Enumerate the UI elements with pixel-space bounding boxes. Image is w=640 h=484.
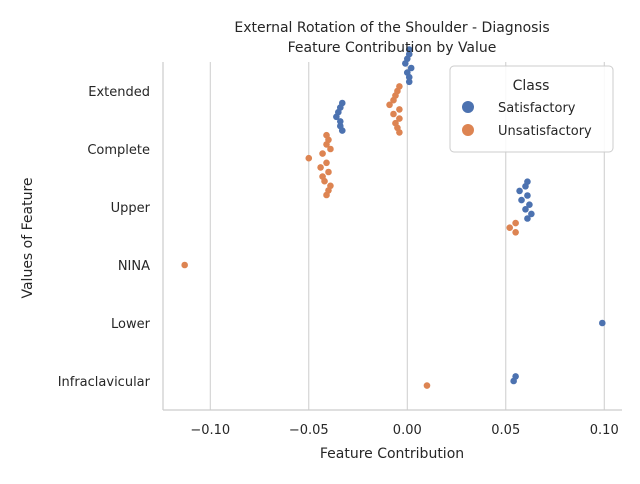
data-point-satisfactory-extended (405, 78, 413, 86)
data-point-satisfactory-upper (522, 183, 529, 190)
axes-frame (162, 62, 622, 411)
data-point-unsatisfactory-extended (386, 101, 393, 109)
legend-box (449, 65, 614, 153)
data-point-satisfactory-complete (338, 127, 346, 134)
y-tick-label-infraclavicular: Infraclavicular (58, 375, 151, 390)
data-point-satisfactory-extended (407, 64, 415, 72)
x-tick-label: −0.10 (190, 423, 230, 438)
legend-label-unsatisfactory: Unsatisfactory (498, 124, 592, 139)
data-point-satisfactory-upper (522, 206, 529, 213)
y-tick-labels: Extended Complete Upper NINA Lower Infraclavi… (58, 85, 151, 390)
data-point-satisfactory-extended (405, 46, 413, 53)
legend-marker-satisfactory (462, 101, 474, 113)
y-tick-label-lower: Lower (111, 317, 151, 332)
legend-marker-unsatisfactory (462, 124, 474, 136)
legend-label-satisfactory: Satisfactory (498, 101, 576, 116)
x-tick-label: 0.10 (590, 423, 619, 438)
x-tick-labels: −0.10 −0.05 0.00 0.05 0.10 (190, 423, 618, 438)
data-point-unsatisfactory-extended (390, 96, 397, 104)
x-axis-label: Feature Contribution (320, 446, 464, 462)
x-tick-label: −0.05 (289, 423, 329, 438)
data-point-unsatisfactory-complete (323, 159, 330, 167)
data-point-satisfactory-upper (518, 196, 525, 204)
data-point-unsatisfactory-complete (321, 177, 328, 185)
data-point-unsatisfactory-complete (317, 164, 324, 171)
data-point-satisfactory-lower (599, 319, 606, 327)
legend-title: Class (513, 78, 550, 94)
data-point-satisfactory-upper (528, 210, 535, 218)
data-point-satisfactory-extended (405, 73, 413, 81)
chart-title: External Rotation of the Shoulder - Diag… (234, 20, 549, 36)
data-point-satisfactory-upper (516, 187, 523, 195)
data-point-unsatisfactory-extended (396, 129, 403, 136)
data-point-unsatisfactory-complete (323, 191, 330, 199)
y-axis-label: Values of Feature (20, 177, 36, 298)
data-point-unsatisfactory-infraclavicular (423, 382, 431, 389)
data-point-satisfactory-infraclavicular (510, 377, 517, 385)
data-point-unsatisfactory-complete (327, 145, 334, 153)
x-tick-label: 0.05 (491, 423, 520, 438)
data-point-satisfactory-extended (402, 60, 409, 67)
data-point-unsatisfactory-complete (325, 168, 332, 176)
data-point-satisfactory-complete (333, 113, 340, 121)
data-point-unsatisfactory-extended (396, 106, 403, 113)
data-point-satisfactory-upper (526, 201, 533, 208)
data-point-unsatisfactory-upper (512, 219, 519, 227)
legend: Class Satisfactory Unsatisfactory (449, 65, 614, 153)
data-point-satisfactory-upper (524, 192, 531, 199)
chart-subtitle: Feature Contribution by Value (288, 40, 497, 56)
data-point-satisfactory-upper (524, 215, 531, 222)
data-point-satisfactory-complete (336, 118, 344, 125)
y-tick-label-upper: Upper (111, 201, 151, 216)
data-point-unsatisfactory-complete (319, 150, 326, 157)
data-point-unsatisfactory-nina (181, 261, 188, 269)
data-point-unsatisfactory-extended (390, 110, 397, 118)
data-point-unsatisfactory-complete (305, 154, 313, 162)
data-point-unsatisfactory-complete (323, 141, 330, 148)
x-tick-label: 0.00 (393, 423, 422, 438)
y-tick-label-complete: Complete (87, 143, 150, 158)
y-tick-label-nina: NINA (118, 259, 150, 274)
data-points (181, 46, 606, 389)
y-tick-label-extended: Extended (88, 85, 150, 100)
data-point-unsatisfactory-upper (506, 224, 514, 231)
data-point-unsatisfactory-upper (512, 229, 519, 236)
data-point-unsatisfactory-extended (396, 115, 403, 122)
